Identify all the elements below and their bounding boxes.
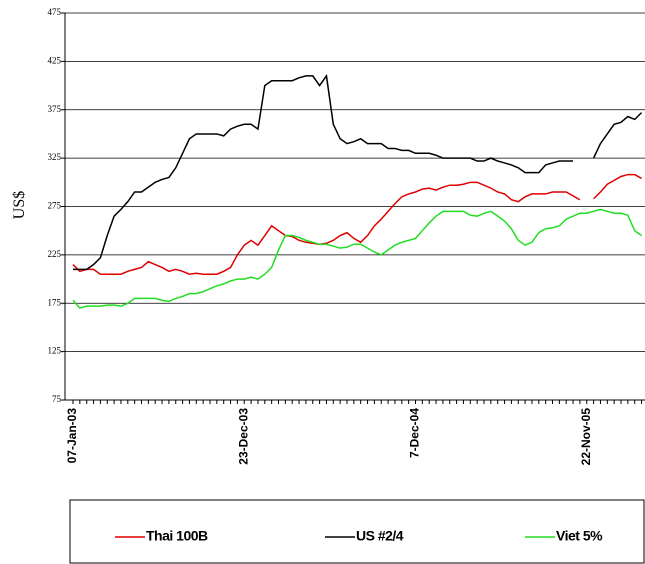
y-tick-label: 175 [48, 297, 62, 307]
legend-label: US #2/4 [356, 528, 404, 544]
series-line [72, 208, 642, 309]
series-line [593, 173, 642, 200]
legend-label: Thai 100B [146, 528, 208, 544]
legend-box [69, 499, 645, 564]
y-tick-label: 325 [48, 152, 62, 162]
y-tick-label: 275 [48, 201, 62, 211]
y-tick-label: 225 [48, 249, 62, 259]
y-tick-label: 425 [48, 55, 62, 65]
series-line [73, 73, 574, 271]
y-tick-label: 475 [48, 7, 62, 17]
x-tick-label: 22-Nov-05 [579, 408, 593, 466]
x-tick-label: 7-Dec-04 [408, 408, 422, 458]
y-axis-label: US$ [11, 191, 28, 219]
y-tick-label: 375 [48, 104, 62, 114]
series-line [592, 112, 643, 159]
x-tick-label: 07-Jan-03 [65, 408, 79, 464]
legend-label: Viet 5% [556, 528, 603, 544]
x-tick-label: 23-Dec-03 [236, 408, 250, 465]
series-line [72, 181, 581, 275]
y-tick-label: 75 [52, 394, 62, 404]
y-tick-label: 125 [48, 346, 62, 356]
